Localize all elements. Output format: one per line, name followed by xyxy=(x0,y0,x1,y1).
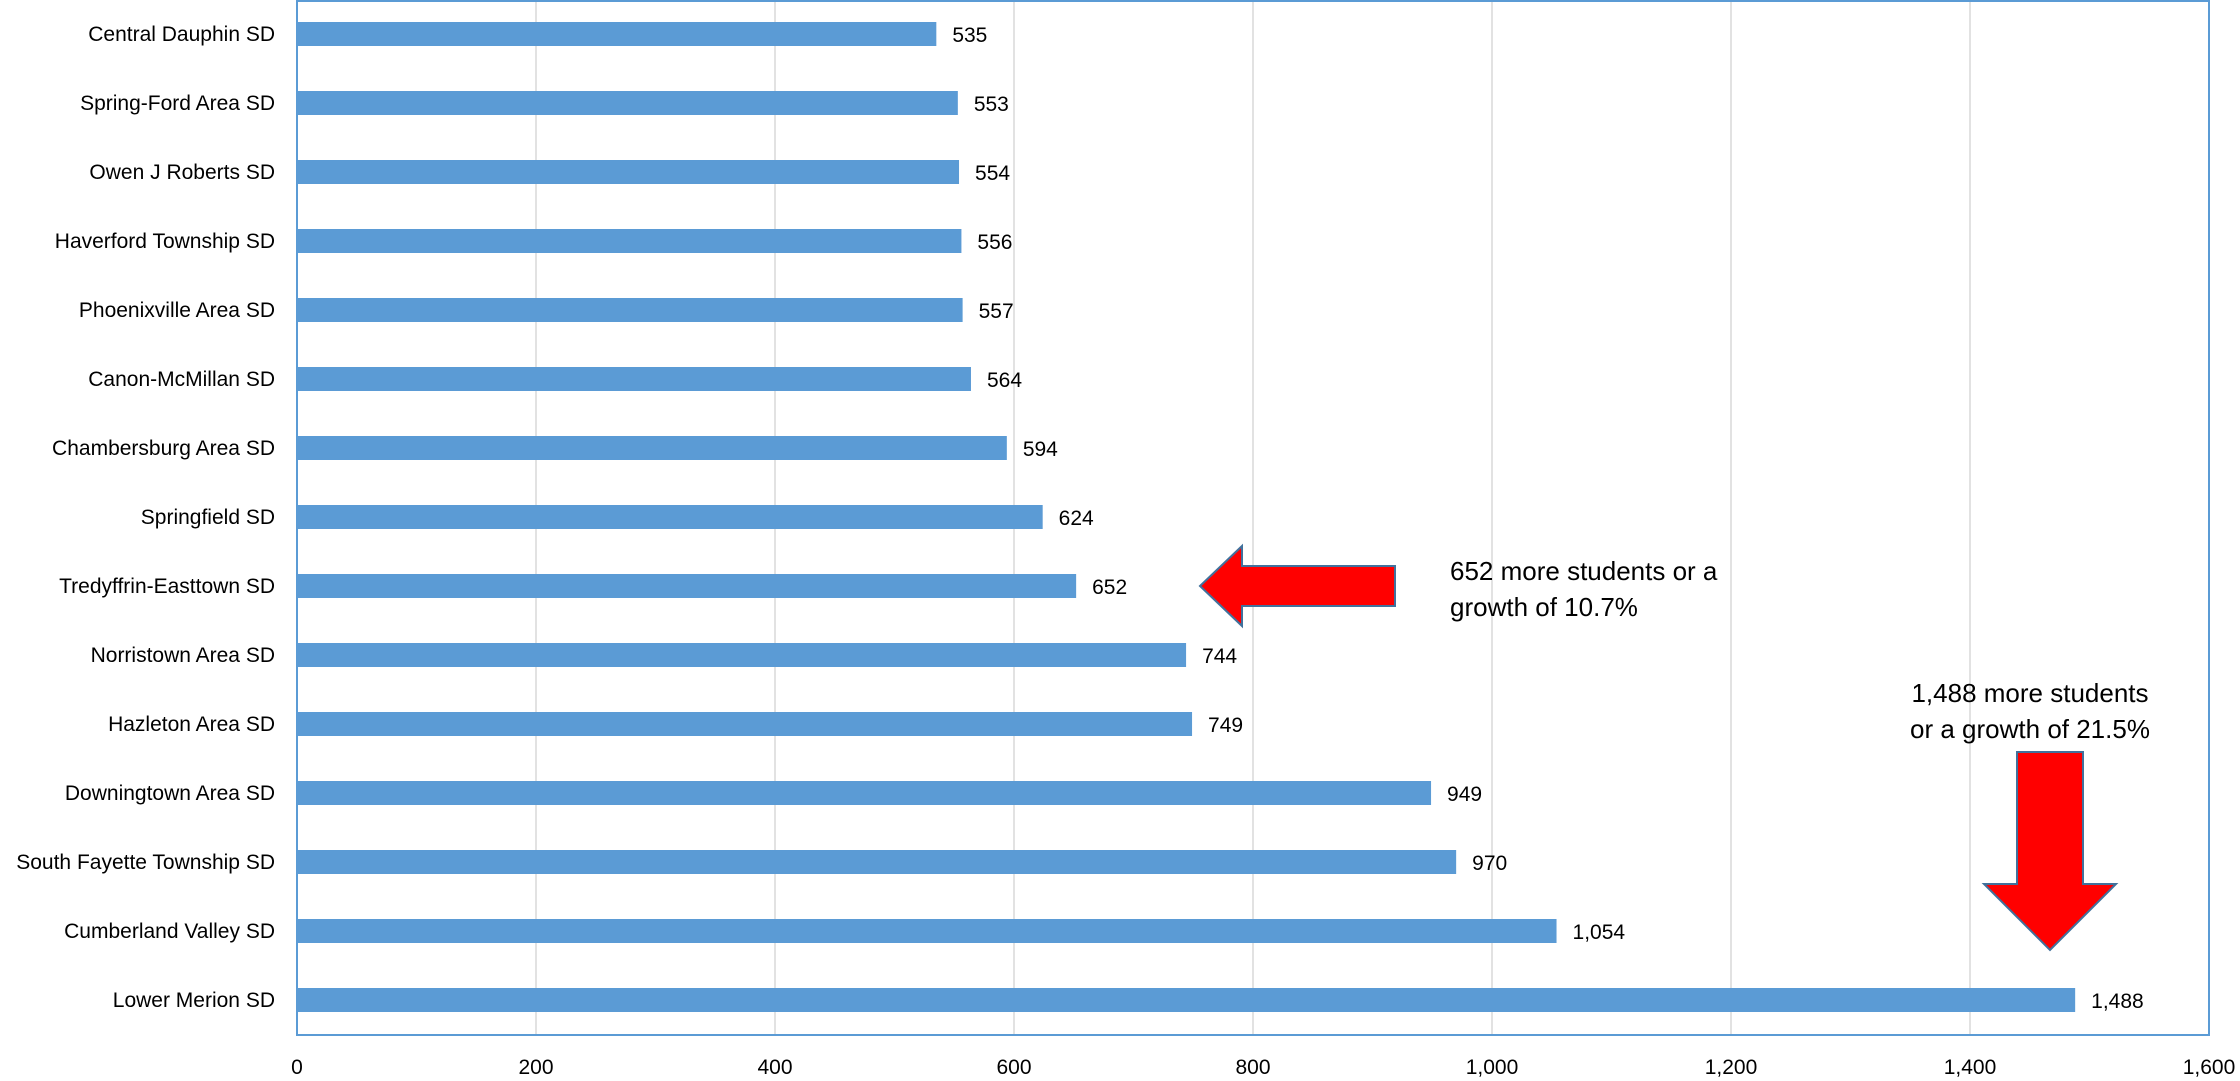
value-label-5: 564 xyxy=(987,369,1022,392)
annotation-1-line-0: 1,488 more students xyxy=(1911,678,2148,708)
category-label-7: Springfield SD xyxy=(141,506,275,529)
x-tick-label-2: 400 xyxy=(757,1056,792,1079)
bar-3 xyxy=(297,229,962,253)
bar-10 xyxy=(297,712,1193,736)
x-tick-label-7: 1,400 xyxy=(1944,1056,1997,1079)
category-label-11: Downingtown Area SD xyxy=(65,782,275,805)
value-label-9: 744 xyxy=(1202,645,1237,668)
category-label-12: South Fayette Township SD xyxy=(16,851,275,874)
bar-0 xyxy=(297,22,937,46)
x-tick-label-5: 1,000 xyxy=(1466,1056,1519,1079)
value-label-4: 557 xyxy=(979,300,1014,323)
value-label-14: 1,488 xyxy=(2091,990,2144,1013)
value-label-12: 970 xyxy=(1472,852,1507,875)
bar-12 xyxy=(297,850,1457,874)
category-label-0: Central Dauphin SD xyxy=(88,23,275,46)
category-label-3: Haverford Township SD xyxy=(55,230,275,253)
bar-8 xyxy=(297,574,1077,598)
value-label-1: 553 xyxy=(974,93,1009,116)
bar-2 xyxy=(297,160,960,184)
annotation-1-line-1: or a growth of 21.5% xyxy=(1910,714,2150,744)
category-label-8: Tredyffrin-Easttown SD xyxy=(59,575,275,598)
x-tick-label-1: 200 xyxy=(518,1056,553,1079)
value-label-13: 1,054 xyxy=(1573,921,1626,944)
value-label-3: 556 xyxy=(977,231,1012,254)
x-tick-label-4: 800 xyxy=(1235,1056,1270,1079)
category-label-2: Owen J Roberts SD xyxy=(89,161,275,184)
annotation-0-line-1: growth of 10.7% xyxy=(1450,592,1638,622)
x-tick-label-6: 1,200 xyxy=(1705,1056,1758,1079)
x-tick-label-0: 0 xyxy=(291,1056,303,1079)
x-tick-label-8: 1,600 xyxy=(2183,1056,2236,1079)
bar-6 xyxy=(297,436,1007,460)
category-label-10: Hazleton Area SD xyxy=(108,713,275,736)
x-tick-label-3: 600 xyxy=(996,1056,1031,1079)
bar-13 xyxy=(297,919,1557,943)
category-label-6: Chambersburg Area SD xyxy=(52,437,275,460)
category-label-14: Lower Merion SD xyxy=(113,989,275,1012)
bar-9 xyxy=(297,643,1187,667)
category-label-4: Phoenixville Area SD xyxy=(79,299,275,322)
bar-4 xyxy=(297,298,963,322)
annotation-arrow-left-icon xyxy=(1198,543,1396,629)
bar-7 xyxy=(297,505,1043,529)
value-label-6: 594 xyxy=(1023,438,1058,461)
category-label-9: Norristown Area SD xyxy=(91,644,275,667)
category-label-5: Canon-McMillan SD xyxy=(88,368,275,391)
value-label-2: 554 xyxy=(975,162,1010,185)
value-label-8: 652 xyxy=(1092,576,1127,599)
bar-1 xyxy=(297,91,958,115)
bar-14 xyxy=(297,988,2076,1012)
value-label-10: 749 xyxy=(1208,714,1243,737)
value-label-0: 535 xyxy=(952,24,987,47)
bar-5 xyxy=(297,367,971,391)
annotation-arrow-down-icon xyxy=(1981,751,2119,952)
category-label-1: Spring-Ford Area SD xyxy=(80,92,275,115)
bar-11 xyxy=(297,781,1432,805)
category-label-13: Cumberland Valley SD xyxy=(64,920,275,943)
value-label-11: 949 xyxy=(1447,783,1482,806)
annotation-0-line-0: 652 more students or a xyxy=(1450,556,1718,586)
value-label-7: 624 xyxy=(1059,507,1094,530)
